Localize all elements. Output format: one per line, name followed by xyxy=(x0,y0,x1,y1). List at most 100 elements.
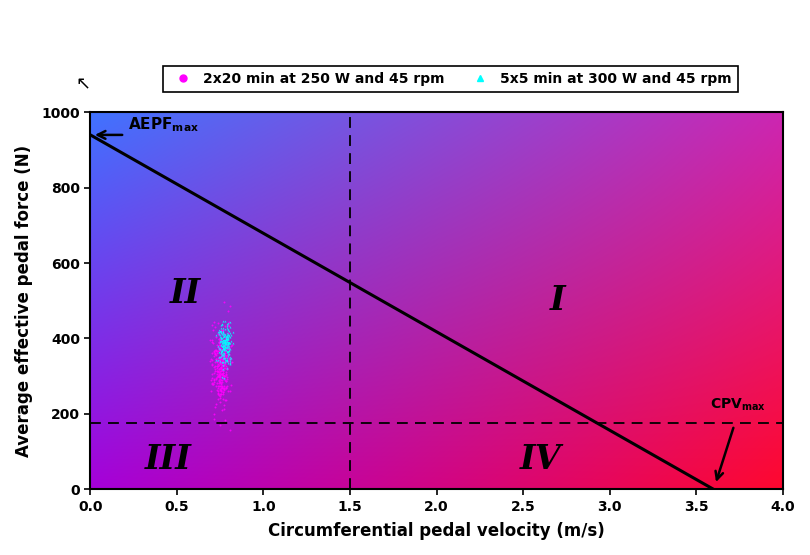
Point xyxy=(219,321,232,330)
Point xyxy=(220,338,233,347)
Point xyxy=(222,386,235,395)
Point xyxy=(220,355,233,364)
Point xyxy=(222,345,235,354)
Point xyxy=(216,330,229,339)
Point xyxy=(214,352,227,361)
Point xyxy=(218,354,231,362)
Point xyxy=(211,371,224,380)
Point xyxy=(219,340,232,349)
Point xyxy=(220,347,233,356)
Point xyxy=(215,381,228,390)
Point xyxy=(215,349,228,357)
Point xyxy=(220,343,232,352)
Point xyxy=(212,328,225,337)
Point xyxy=(221,375,234,384)
Point xyxy=(221,341,234,350)
Point xyxy=(213,338,226,347)
Point xyxy=(216,369,229,377)
Point xyxy=(219,316,232,325)
Point xyxy=(216,343,229,352)
Point xyxy=(216,395,229,404)
Point xyxy=(214,346,227,355)
Point xyxy=(214,371,227,380)
Point xyxy=(220,335,232,344)
Point xyxy=(220,324,233,333)
Point xyxy=(214,326,227,335)
Point xyxy=(214,385,227,394)
Point xyxy=(209,364,222,373)
Point xyxy=(216,387,229,396)
Point xyxy=(213,337,226,346)
Point xyxy=(215,346,228,355)
Point xyxy=(218,354,231,363)
Point xyxy=(222,318,235,327)
Point xyxy=(216,327,229,336)
Point xyxy=(218,345,231,354)
Point xyxy=(214,377,227,386)
Point xyxy=(215,340,228,349)
Point xyxy=(208,350,221,359)
X-axis label: Circumferential pedal velocity (m/s): Circumferential pedal velocity (m/s) xyxy=(268,522,605,540)
Point xyxy=(221,351,234,360)
Point xyxy=(223,346,236,355)
Point xyxy=(206,370,219,379)
Point xyxy=(214,336,227,345)
Point xyxy=(223,359,236,368)
Point xyxy=(216,390,229,398)
Point xyxy=(220,335,232,344)
Point xyxy=(220,377,232,386)
Point xyxy=(208,322,221,331)
Point xyxy=(203,356,216,365)
Point xyxy=(215,335,228,344)
Point xyxy=(214,379,227,388)
Point xyxy=(222,341,235,350)
Point xyxy=(214,386,227,395)
Point xyxy=(219,351,232,360)
Point xyxy=(215,324,228,332)
Point xyxy=(219,338,232,347)
Point xyxy=(223,350,236,359)
Point xyxy=(221,335,234,344)
Point xyxy=(224,354,237,363)
Point xyxy=(216,365,229,374)
Point xyxy=(215,384,228,392)
Point xyxy=(205,336,218,345)
Point xyxy=(215,360,228,369)
Point xyxy=(219,346,232,355)
Point xyxy=(220,363,233,372)
Point xyxy=(220,352,232,361)
Point xyxy=(220,373,233,382)
Point xyxy=(211,382,224,391)
Point xyxy=(214,340,227,349)
Point xyxy=(220,339,232,347)
Point xyxy=(211,358,224,367)
Point xyxy=(220,334,233,343)
Point xyxy=(209,375,222,384)
Point xyxy=(214,373,227,382)
Point xyxy=(213,344,226,352)
Point xyxy=(211,370,224,379)
Point xyxy=(220,336,232,345)
Point xyxy=(219,364,232,373)
Point xyxy=(215,364,228,373)
Point xyxy=(220,353,233,362)
Point xyxy=(213,344,226,352)
Point xyxy=(217,332,230,341)
Point xyxy=(221,364,234,373)
Point xyxy=(214,385,227,394)
Point xyxy=(221,330,234,339)
Point xyxy=(223,425,236,434)
Text: I: I xyxy=(550,284,565,317)
Point xyxy=(217,387,230,396)
Point xyxy=(220,347,233,356)
Point xyxy=(215,387,228,396)
Point xyxy=(219,336,232,345)
Point xyxy=(207,378,220,387)
Point xyxy=(216,344,229,352)
Point xyxy=(215,364,228,372)
Point xyxy=(219,339,232,348)
Point xyxy=(223,322,236,331)
Point xyxy=(214,376,227,385)
Point xyxy=(220,353,232,362)
Point xyxy=(217,374,230,383)
